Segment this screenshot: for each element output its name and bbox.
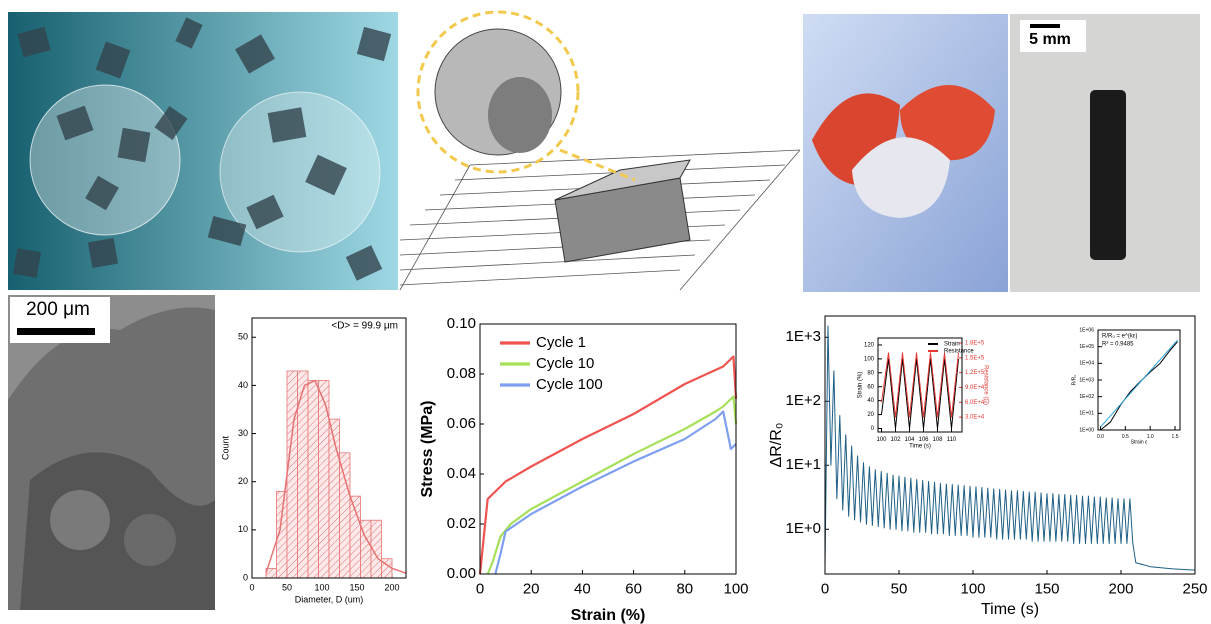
y2-tick-label: 9.0E+4 [965,385,985,391]
y-tick-label: 0.10 [447,315,476,332]
x-tick-label: 0 [821,580,829,597]
annotation: R² = 0.9485 [1102,342,1134,348]
x-tick-label: 200 [1108,580,1133,597]
y2-tick-label: 1.5E+5 [965,355,985,361]
x-tick-label: 1.0 [1147,434,1154,440]
y-tick-label: 1E+2 [786,392,821,409]
y-tick-label: 0.08 [447,365,476,382]
y-tick-label: 1E+05 [1079,344,1094,350]
y-tick-label: 40 [867,398,874,404]
x-tick-label: 150 [349,582,364,592]
y-tick-label: 1E+3 [786,328,821,345]
x-tick-label: 150 [1034,580,1059,597]
legend-label: Cycle 100 [536,376,603,393]
y-axis-label: Count [220,436,230,461]
x-tick-label: 50 [282,582,292,592]
series-line [480,357,736,575]
legend-label: Cycle 1 [536,334,586,351]
x-tick-label: 104 [904,437,915,443]
x-tick-label: 50 [891,580,908,597]
legend-label: Cycle 10 [536,355,594,372]
series-line [488,397,736,575]
x-tick-label: 100 [960,580,985,597]
y-tick-label: 20 [238,476,248,486]
x-tick-label: 106 [918,437,929,443]
y-tick-label: 1E+02 [1079,394,1094,400]
scale-bar-label: 5 mm [1029,31,1071,48]
x-tick-label: 100 [876,437,887,443]
y-tick-label: 0.06 [447,415,476,432]
y-tick-label: 1E+03 [1079,377,1094,383]
y-tick-label: 0.00 [447,565,476,582]
y-axis-label: Stress (MPa) [419,401,436,498]
y-tick-label: 1E+06 [1079,327,1094,333]
y-axis-label: ΔR/R₀ [768,423,785,468]
histogram-bar [308,381,319,578]
y-tick-label: 40 [238,380,248,390]
x-tick-label: 1.5 [1172,434,1179,440]
y-tick-label: 50 [238,332,248,342]
x-tick-label: 250 [1182,580,1207,597]
y2-tick-label: 3.0E+4 [965,415,985,421]
y-tick-label: 0.04 [447,465,476,482]
histogram-bar [287,371,298,578]
scale-bar-label: 200 μm [26,299,90,320]
y-tick-label: 1E+04 [1079,361,1094,367]
x-tick-label: 100 [723,580,748,597]
droplet-rendering [8,12,398,290]
x-tick-label: 108 [932,437,943,443]
y-tick-label: 10 [238,524,248,534]
y-tick-label: 60 [867,384,874,390]
y2-axis-label: Resistance (Ω) [982,365,988,405]
y-tick-label: 1E+00 [1079,427,1094,433]
y-tick-label: 20 [867,412,874,418]
y-tick-label: 100 [864,356,875,362]
x-tick-label: 102 [890,437,901,443]
x-axis-label: Time (s) [909,444,931,450]
y-tick-label: 1E+1 [786,456,821,473]
x-tick-label: 0.5 [1122,434,1129,440]
x-axis-label: Strain ε [1131,439,1148,445]
annotation: R/R₀ = e^(kε) [1102,334,1137,340]
sem-image: 200 μm [8,295,215,610]
device-photo: 5 mm [803,14,1200,292]
y-tick-label: 80 [867,370,874,376]
y-tick-label: 30 [238,428,248,438]
y-tick-label: 0.02 [447,515,476,532]
x-tick-label: 0 [249,582,254,592]
x-axis-label: Strain (%) [571,607,646,624]
y2-tick-label: 1.8E+5 [965,341,985,347]
x-tick-label: 80 [676,580,693,597]
x-tick-label: 100 [314,582,329,592]
y-tick-label: 1E+0 [786,520,821,537]
x-axis-label: Diameter, D (um) [295,594,364,604]
x-tick-label: 60 [625,580,642,597]
y-tick-label: 120 [864,343,875,349]
x-tick-label: 0.0 [1097,434,1104,440]
y-axis-label: R/R₀ [1071,375,1077,386]
y2-tick-label: 6.0E+4 [965,400,985,406]
legend-label: Strain [944,342,960,348]
y-tick-label: 0 [243,572,248,582]
x-tick-label: 40 [574,580,591,597]
legend-label: Resistance [944,349,974,355]
plot-frame [480,324,736,574]
annotation: <D> = 99.9 μm [331,321,398,332]
figure: 5 mm 200 μm 05010015020001020304050Diame… [0,0,1211,624]
x-tick-label: 0 [476,580,484,597]
x-tick-label: 200 [384,582,399,592]
schematic [400,12,800,290]
y2-tick-label: 1.2E+5 [965,370,985,376]
x-tick-label: 20 [523,580,540,597]
y-tick-label: 1E+01 [1079,411,1094,417]
series-line [495,412,736,575]
y-axis-label: Strain (%) [858,372,864,399]
x-axis-label: Time (s) [981,601,1039,618]
x-tick-label: 110 [947,437,957,443]
histogram-bar [340,453,351,578]
